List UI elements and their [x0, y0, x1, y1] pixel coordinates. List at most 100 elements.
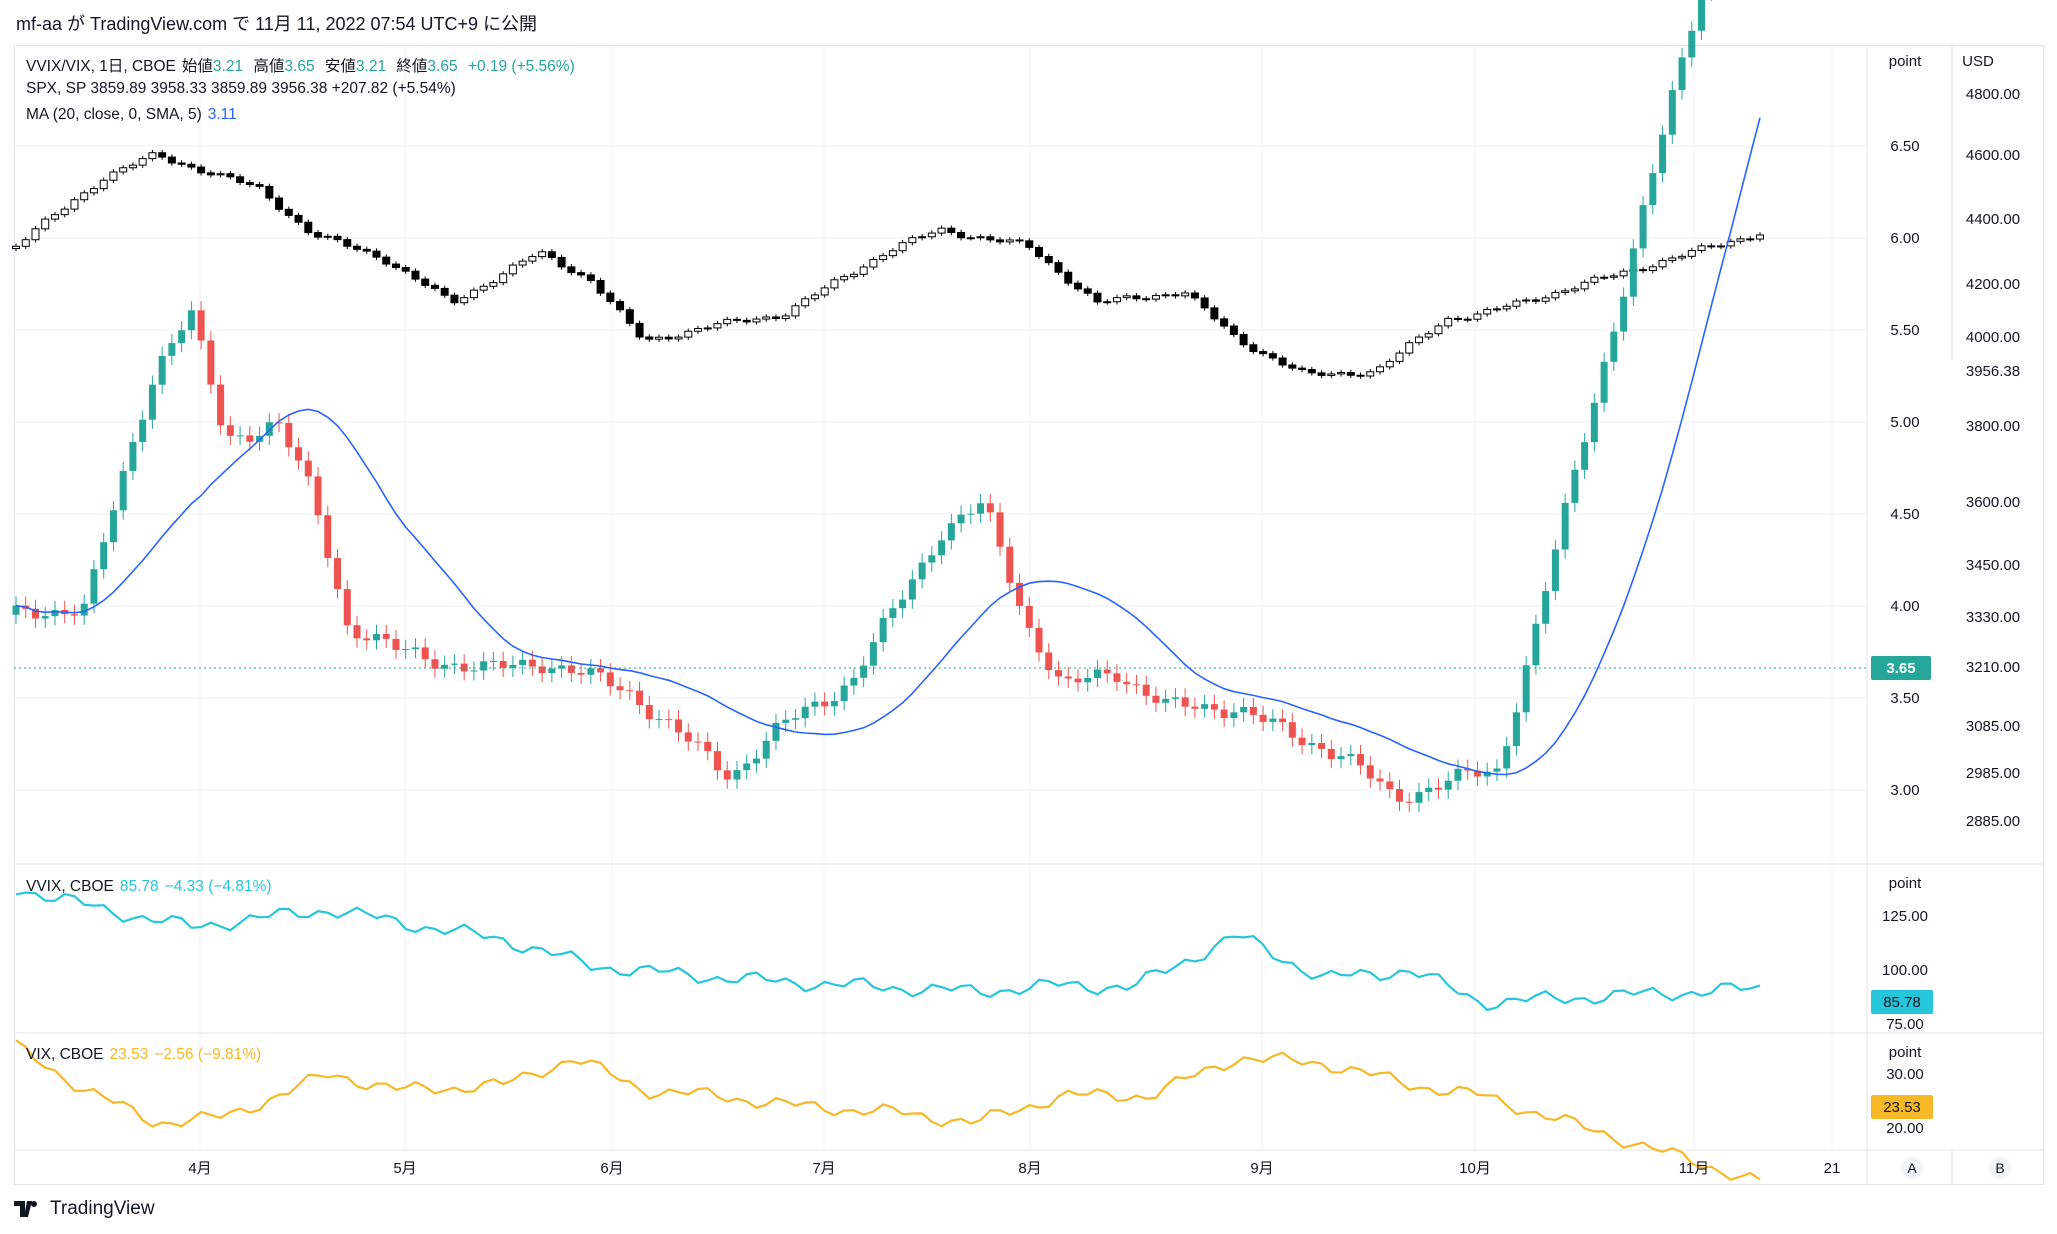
- y-tick-ratio: 3.00: [1890, 782, 1919, 799]
- spx-candle-body: [138, 158, 147, 166]
- legend-main[interactable]: VVIX/VIX, 1日, CBOE 始値3.21 高値3.65 安値3.21 終…: [26, 58, 575, 75]
- ratio-candle-body: [743, 763, 751, 771]
- y-tick-spx: 3085.00: [1966, 718, 2020, 735]
- ratio-candle-body: [1074, 678, 1082, 683]
- ratio-candle-body: [1454, 768, 1462, 781]
- spx-candle-body: [557, 256, 566, 268]
- ratio-candle-body: [1181, 697, 1189, 707]
- legend-spx[interactable]: SPX, SP 3859.89 3958.33 3859.89 3956.38 …: [26, 80, 456, 97]
- spx-candle-body: [323, 235, 332, 238]
- auto-scale-button[interactable]: [1901, 1157, 1923, 1179]
- spx-candle-body: [499, 273, 508, 284]
- spx-candle-body: [489, 282, 498, 287]
- spx-candle-body: [50, 214, 59, 220]
- ratio-candle-body: [480, 661, 488, 671]
- ratio-candle-body: [538, 666, 546, 674]
- spx-candle-body: [684, 330, 693, 338]
- ratio-series: [12, 0, 1712, 813]
- spx-candle-body: [226, 173, 235, 178]
- spx-candle-body: [1405, 342, 1414, 354]
- y-tick-ratio: 6.50: [1890, 138, 1919, 155]
- ratio-candle-body: [860, 665, 868, 678]
- ratio-candle-body: [470, 670, 478, 672]
- legend-ma[interactable]: MA (20, close, 0, SMA, 5) 3.11: [26, 106, 237, 123]
- ratio-candle-body: [392, 638, 400, 650]
- spx-candle-body: [1453, 317, 1462, 320]
- x-tick-label: 7月: [812, 1160, 835, 1177]
- ratio-candle-body: [791, 718, 799, 720]
- spx-candle-body: [781, 315, 790, 319]
- spx-candle-body: [771, 316, 780, 319]
- ratio-candle-body: [665, 719, 673, 721]
- spx-candle-body: [1220, 318, 1229, 327]
- spx-candle-body: [713, 323, 722, 329]
- ratio-candle-body: [246, 435, 254, 442]
- y-tick-vvix: 100.00: [1882, 962, 1928, 979]
- spx-candle-body: [957, 231, 966, 239]
- ratio-candle-body: [908, 579, 916, 600]
- spx-candle-body: [888, 250, 897, 257]
- spx-candle-body: [723, 318, 732, 325]
- spx-candle-body: [606, 292, 615, 303]
- ratio-candle-body: [577, 672, 585, 675]
- ratio-candle-body: [684, 732, 692, 742]
- ratio-candle-body: [821, 701, 829, 707]
- ratio-candle-body: [1629, 248, 1637, 297]
- spx-candle-body: [1619, 270, 1628, 277]
- spx-candle-body: [528, 256, 537, 262]
- y-tick-spx: 3210.00: [1966, 659, 2020, 676]
- x-tick-label: 5月: [393, 1160, 416, 1177]
- ratio-candle-body: [558, 665, 566, 669]
- y-tick-spx: 3600.00: [1966, 494, 2020, 511]
- spx-candle-body: [918, 236, 927, 239]
- ratio-candle-body: [1415, 792, 1423, 803]
- spx-candle-body: [635, 322, 644, 338]
- spx-candle-body: [60, 208, 69, 216]
- ratio-candle-body: [1279, 718, 1287, 723]
- vvix-line: [15, 891, 1761, 1012]
- ratio-candle-body: [1503, 746, 1511, 769]
- spx-candle-body: [1356, 374, 1365, 377]
- legend-vix[interactable]: VIX, CBOE 23.53 −2.56 (−9.81%): [26, 1046, 262, 1063]
- b-scale-button[interactable]: [1989, 1157, 2011, 1179]
- spx-candle-body: [703, 327, 712, 330]
- y-tick-spx: 4000.00: [1966, 329, 2020, 346]
- spx-candle-body: [879, 255, 888, 260]
- ratio-candle-body: [1434, 787, 1442, 790]
- spx-candle-body: [460, 297, 469, 304]
- ratio-candle-body: [1259, 714, 1267, 722]
- ratio-candle-body: [70, 614, 78, 616]
- spx-candle-body: [119, 167, 128, 173]
- spx-candle-body: [1580, 281, 1589, 290]
- y-tick-spx: 3450.00: [1966, 557, 2020, 574]
- spx-candle-body: [148, 152, 157, 160]
- spx-candle-body: [1093, 292, 1102, 303]
- ratio-candle-body: [226, 425, 234, 436]
- ratio-candle-body: [626, 690, 634, 692]
- ratio-candle-body: [207, 340, 215, 385]
- ratio-candle-body: [928, 555, 936, 563]
- ratio-candle-body: [402, 649, 410, 651]
- ratio-candle-body: [1191, 706, 1199, 709]
- ratio-candle-body: [1688, 30, 1696, 58]
- ratio-candle-body: [967, 513, 975, 515]
- spx-candle-body: [538, 251, 547, 258]
- ratio-candle-body: [1016, 582, 1024, 606]
- ratio-candle-body: [1600, 361, 1608, 403]
- tradingview-logo-icon: [14, 1201, 37, 1217]
- ratio-candle-body: [1055, 670, 1063, 677]
- spx-candle-body: [996, 239, 1005, 243]
- ratio-candle-body: [1347, 754, 1355, 757]
- ratio-candle-body: [90, 569, 98, 604]
- spx-candle-body: [167, 156, 176, 164]
- ratio-candle-body: [1678, 57, 1686, 91]
- legend-vvix[interactable]: VVIX, CBOE 85.78 −4.33 (−4.81%): [26, 878, 272, 895]
- scale-unit-usd: USD: [1962, 53, 1994, 70]
- ratio-candle-body: [675, 719, 683, 733]
- spx-candle-body: [586, 274, 595, 282]
- spx-candle-body: [732, 318, 741, 321]
- ratio-candle-body: [119, 470, 127, 511]
- spx-candle-body: [382, 256, 391, 265]
- ratio-candle-body: [285, 422, 293, 448]
